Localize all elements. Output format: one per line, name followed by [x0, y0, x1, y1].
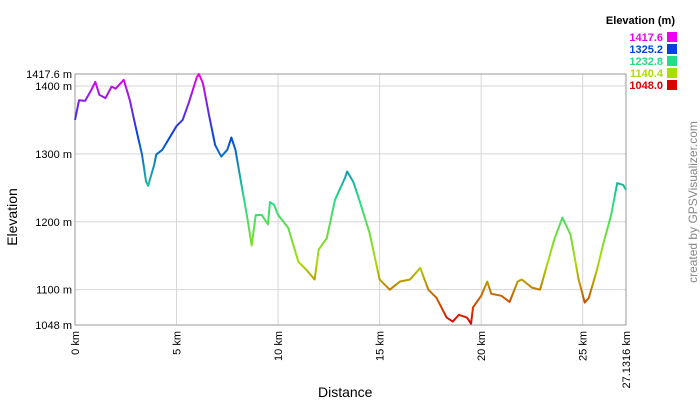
elevation-line: [74, 73, 627, 325]
x-tick-label: 25 km: [578, 331, 590, 361]
credit: created by GPSVisualizer.com: [686, 121, 700, 283]
legend-swatch: [667, 68, 677, 78]
legend-swatch: [667, 56, 677, 66]
y-tick-label: 1300 m: [35, 149, 72, 161]
y-tick-label: 1100 m: [36, 285, 72, 297]
x-tick-label: 15 km: [375, 331, 387, 361]
legend-label: 1232.8: [629, 56, 663, 68]
x-tick-label: 10 km: [273, 331, 285, 361]
legend-swatch: [667, 80, 677, 90]
plot-frame: [74, 73, 627, 326]
legend-swatch: [667, 32, 677, 42]
y-tick-label: 1200 m: [35, 217, 72, 229]
legend-label: 1417.6: [629, 32, 663, 44]
legend-swatch: [667, 44, 677, 54]
x-tick-label: 27.1316 km: [621, 331, 633, 388]
legend-title: Elevation (m): [606, 15, 675, 27]
x-tick-label: 0 km: [70, 331, 82, 355]
y-axis-title: Elevation: [4, 188, 20, 246]
x-tick-label: 20 km: [476, 331, 488, 361]
legend-label: 1325.2: [629, 44, 663, 56]
x-axis-title: Distance: [318, 384, 373, 400]
y-tick-label: 1048 m: [35, 320, 72, 332]
legend-label: 1140.4: [630, 68, 664, 80]
y-tick-label: 1400 m: [35, 81, 72, 93]
y-tick-label: 1417.6 m: [26, 69, 72, 81]
legend-label: 1048.0: [629, 80, 663, 92]
x-tick-label: 5 km: [172, 331, 184, 355]
